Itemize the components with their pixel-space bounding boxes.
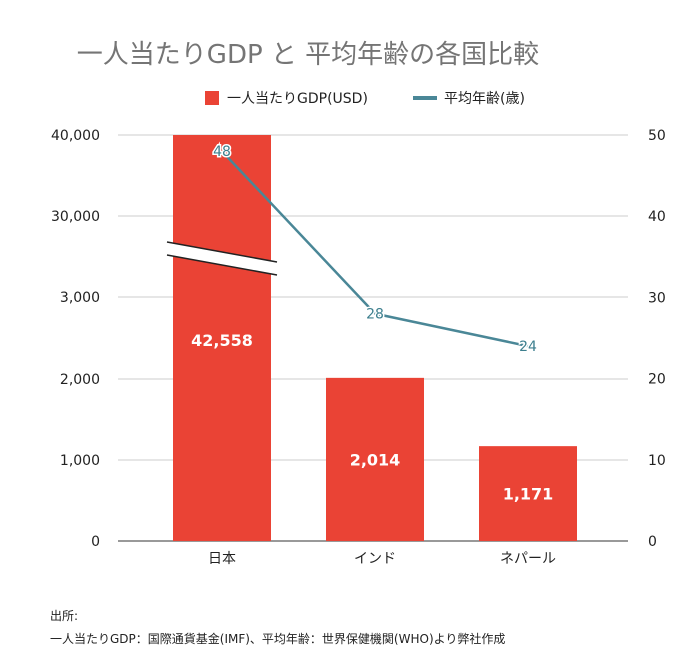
- left-tick-label: 1,000: [60, 453, 100, 469]
- legend-swatch-age: [413, 96, 437, 100]
- axis-break: [166, 241, 278, 276]
- bar-value-label-1: 2,014: [350, 450, 401, 469]
- bar-gdp-0: [173, 135, 271, 541]
- right-tick-label: 40: [648, 209, 666, 225]
- axis-break-band: [167, 242, 277, 275]
- left-tick-label: 0: [91, 534, 100, 550]
- age-value-label-1: 28: [366, 307, 384, 323]
- category-label-2: ネパール: [500, 551, 556, 567]
- bar-value-label-0: 42,558: [191, 331, 253, 350]
- right-tick-label: 0: [648, 534, 657, 550]
- chart-title: 一人当たりGDP と 平均年齢の各国比較: [77, 40, 539, 70]
- legend: 一人当たりGDP(USD) 平均年齢(歳): [205, 91, 525, 107]
- age-value-label-2: 24: [519, 339, 537, 355]
- legend-label-age: 平均年齢(歳): [444, 91, 525, 107]
- source-note: 一人当たりGDP：国際通貨基金(IMF)、平均年齢：世界保健機関(WHO)より弊…: [50, 632, 506, 646]
- axis-break-line-top: [166, 241, 278, 263]
- legend-label-gdp: 一人当たりGDP(USD): [227, 91, 368, 107]
- axis-break-line-bottom: [166, 254, 278, 276]
- left-tick-label: 40,000: [51, 128, 100, 144]
- legend-swatch-gdp: [205, 91, 219, 105]
- category-axis: 日本 インド ネパール: [208, 551, 556, 567]
- right-tick-label: 20: [648, 372, 666, 388]
- category-label-0: 日本: [208, 551, 236, 567]
- bar-gdp-1: [326, 377, 424, 541]
- source-heading: 出所:: [50, 609, 79, 623]
- bar-gdp-2: [479, 446, 577, 541]
- right-tick-label: 30: [648, 290, 666, 306]
- category-label-1: インド: [354, 551, 396, 567]
- left-tick-label: 3,000: [60, 290, 100, 306]
- left-tick-label: 30,000: [51, 209, 100, 225]
- left-axis: 0 1,000 2,000 3,000 30,000 40,000: [51, 128, 100, 550]
- left-tick-label: 2,000: [60, 372, 100, 388]
- bar-value-label-2: 1,171: [503, 485, 554, 504]
- age-value-label-0: 48: [213, 144, 231, 160]
- right-tick-label: 50: [648, 128, 666, 144]
- bars: 42,558 2,014 1,171: [173, 135, 577, 541]
- right-tick-label: 10: [648, 453, 666, 469]
- age-line: 48 28 24: [212, 143, 539, 357]
- age-line-path: [221, 150, 529, 348]
- right-axis: 0 10 20 30 40 50: [648, 128, 666, 550]
